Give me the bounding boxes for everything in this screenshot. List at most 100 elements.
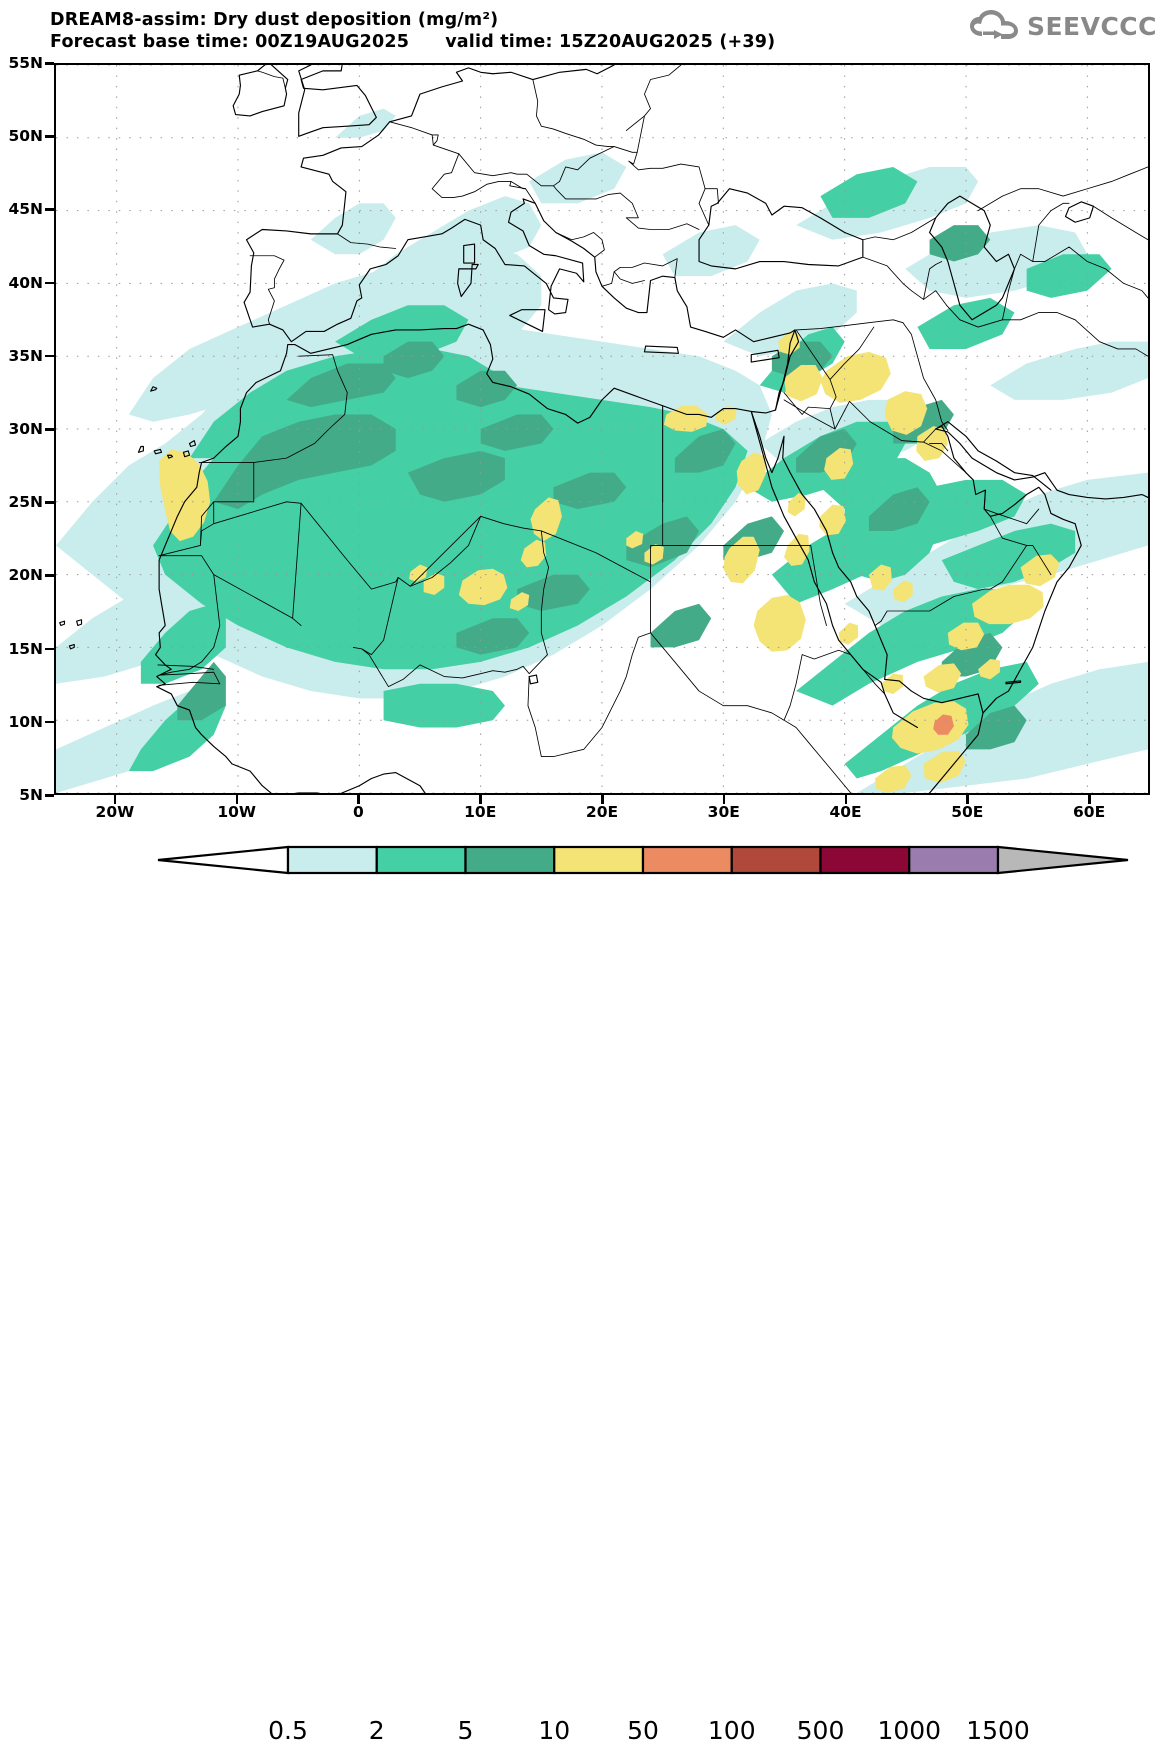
colorbar-tick-label-1500: 1500	[966, 1716, 1030, 1745]
colorbar-band[interactable]	[641, 845, 733, 875]
political-border	[409, 515, 482, 587]
coastline	[150, 386, 158, 392]
dust-band-region	[941, 523, 1076, 590]
dust-band-region	[458, 568, 508, 606]
colorbar[interactable]: 0.5 2 5 10 50 100 500 1000 1500	[0, 840, 1165, 1745]
dust-band-region	[933, 714, 954, 735]
dust-forecast-map-page: DREAM8-assim: Dry dust deposition (mg/m²…	[0, 10, 1165, 1745]
colorbar-tick-label-5: 5	[457, 1716, 474, 1745]
colorbar-band[interactable]	[375, 845, 467, 875]
political-border	[698, 188, 710, 226]
y-tick-label-30N: 30N	[8, 420, 43, 438]
political-border	[829, 326, 875, 380]
colorbar-band[interactable]	[464, 845, 556, 875]
y-tick-mark	[45, 794, 54, 797]
y-tick-label-40N: 40N	[8, 273, 43, 292]
coastline	[463, 243, 476, 264]
political-border	[977, 166, 1148, 212]
dust-band-region	[359, 196, 542, 298]
y-tick-label-5N: 5N	[19, 786, 43, 804]
political-border	[397, 515, 542, 587]
dust-deposition-map[interactable]	[56, 65, 1148, 793]
colorbar-over-arrow[interactable]	[996, 845, 1129, 875]
political-border	[862, 256, 947, 306]
political-border	[555, 232, 605, 258]
dust-band-region	[723, 536, 760, 584]
colorbar-tick-label-500: 500	[796, 1716, 845, 1745]
political-border	[1002, 246, 1148, 321]
x-tick-label-0: 0	[353, 803, 364, 821]
political-border	[361, 648, 548, 688]
political-border	[1032, 202, 1070, 262]
political-border	[389, 121, 527, 198]
political-border	[880, 588, 985, 622]
x-tick-mark	[722, 795, 726, 804]
coastline	[243, 65, 615, 303]
colorbar-band[interactable]	[553, 845, 645, 875]
dust-band-region	[674, 429, 736, 473]
x-tick-label-30E: 30E	[707, 803, 740, 821]
dust-band-region	[947, 622, 985, 651]
political-border	[625, 115, 645, 131]
political-border	[625, 217, 700, 230]
coastline	[750, 349, 780, 363]
x-tick-mark	[601, 795, 604, 804]
dust-band-region	[456, 618, 530, 655]
colorbar-band[interactable]	[908, 845, 1000, 875]
dust-band-region	[787, 493, 806, 517]
coastline	[528, 674, 539, 685]
dust-band-region	[56, 589, 190, 684]
dust-band-region	[990, 341, 1148, 400]
political-border	[431, 134, 439, 146]
coastline	[774, 329, 800, 411]
coastline	[1005, 680, 1022, 685]
dust-band-region	[383, 683, 505, 728]
political-border	[923, 441, 967, 474]
dust-band-region	[917, 297, 1015, 349]
colorbar-band[interactable]	[286, 845, 378, 875]
y-tick-label-25N: 25N	[8, 493, 43, 512]
colorbar-tick-label-100: 100	[707, 1716, 756, 1745]
political-border	[595, 192, 639, 219]
coastline	[750, 410, 984, 793]
political-border	[300, 502, 399, 590]
dust-band-region	[875, 765, 912, 793]
dust-band-region	[509, 592, 530, 611]
dust-band-region	[407, 450, 505, 502]
dust-band-region	[644, 544, 664, 565]
dust-band-region	[520, 539, 547, 568]
y-tick-label-35N: 35N	[8, 346, 43, 365]
cloud-icon	[969, 10, 1018, 39]
political-border	[902, 322, 949, 431]
dust-band-region	[923, 750, 966, 783]
page-title: DREAM8-assim: Dry dust deposition (mg/m²…	[50, 10, 499, 30]
political-border	[527, 632, 651, 758]
colorbar-under-arrow[interactable]	[157, 845, 290, 875]
political-border	[783, 399, 836, 430]
x-tick-label-40E: 40E	[829, 803, 862, 821]
colorbar-tick-label-0.5: 0.5	[268, 1716, 308, 1745]
dust-band-region	[784, 364, 823, 402]
x-tick-mark	[235, 795, 239, 804]
political-border	[199, 515, 202, 546]
dust-band-region	[796, 589, 1027, 706]
political-border	[213, 501, 302, 525]
dust-band-region	[159, 449, 211, 542]
dust-band-region	[824, 447, 854, 480]
political-border	[862, 217, 937, 241]
political-border	[801, 649, 864, 670]
plot-frame	[54, 63, 1150, 795]
gridlines	[56, 65, 1148, 793]
forecast-time-line: Forecast base time: 00Z19AUG2025 valid ti…	[50, 31, 775, 53]
y-tick-label-55N: 55N	[8, 54, 43, 72]
dust-band-region	[286, 363, 396, 408]
dust-band-region	[753, 594, 806, 652]
map-plot[interactable]	[54, 63, 1150, 795]
political-border	[458, 153, 560, 187]
dust-band-region	[978, 659, 1000, 680]
colorbar-band[interactable]	[819, 845, 911, 875]
colorbar-bands[interactable]	[0, 840, 1165, 880]
colorbar-band[interactable]	[730, 845, 822, 875]
y-tick-label-15N: 15N	[8, 639, 43, 658]
y-tick-mark	[45, 428, 54, 431]
